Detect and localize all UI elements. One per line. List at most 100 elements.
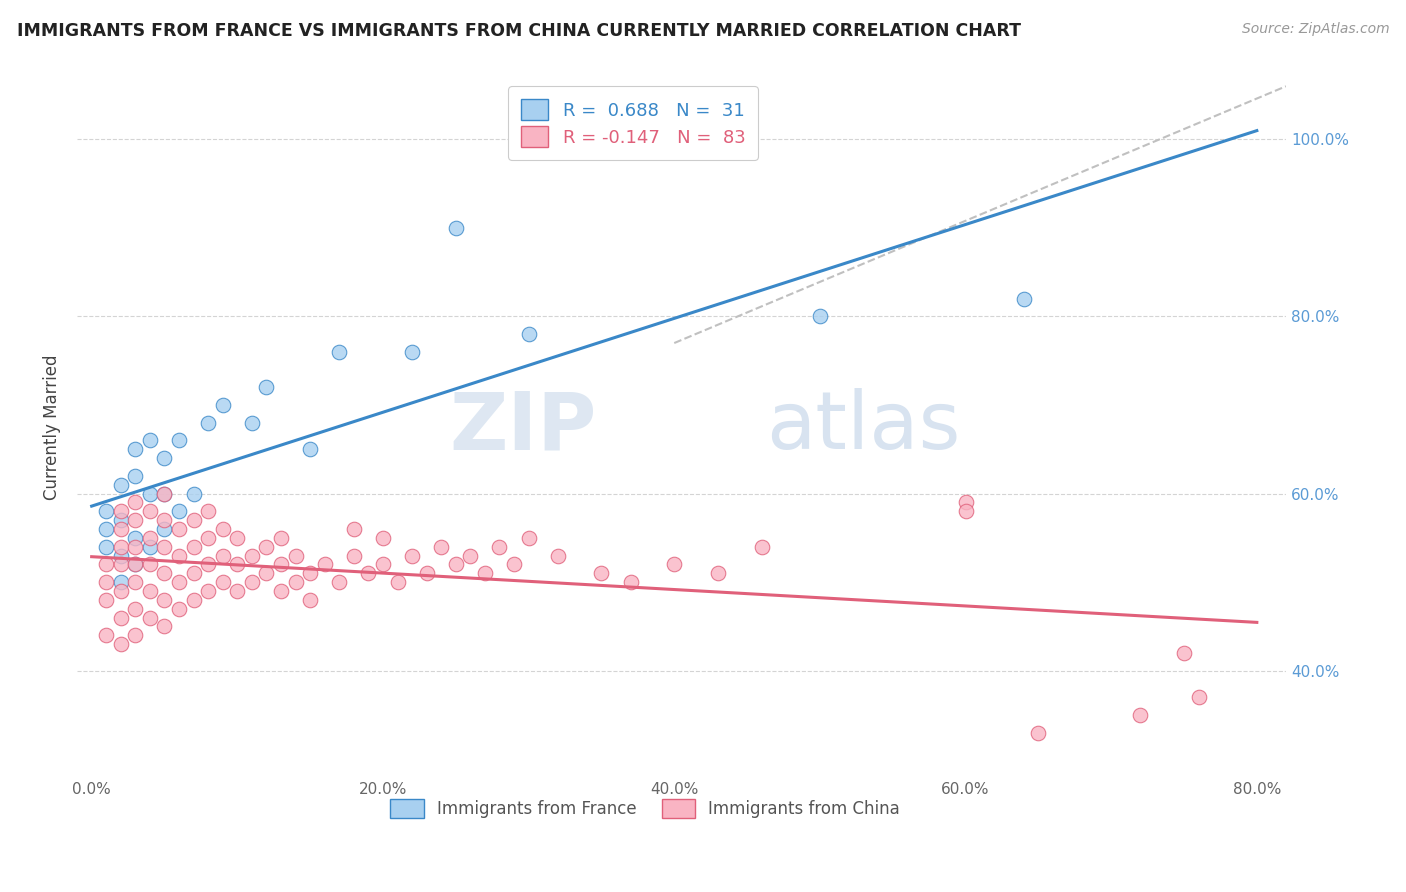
Point [124, 558, 146, 572]
Point [197, 583, 219, 598]
Point [153, 522, 176, 536]
Point [226, 531, 249, 545]
Point [153, 486, 176, 500]
Point [96, 558, 118, 572]
Point [1173, 646, 1195, 660]
Y-axis label: Currently Married: Currently Married [44, 354, 60, 500]
Point [707, 566, 730, 581]
Point [328, 345, 350, 359]
Point [357, 566, 380, 581]
Point [110, 575, 132, 590]
Point [139, 558, 162, 572]
Point [153, 619, 176, 633]
Point [96, 540, 118, 554]
Point [211, 522, 233, 536]
Point [211, 575, 233, 590]
Point [1028, 725, 1050, 739]
Point [808, 310, 831, 324]
Point [955, 495, 977, 509]
Point [124, 575, 146, 590]
Text: Source: ZipAtlas.com: Source: ZipAtlas.com [1241, 22, 1389, 37]
Point [124, 628, 146, 642]
Point [124, 531, 146, 545]
Point [401, 345, 423, 359]
Point [371, 531, 394, 545]
Point [591, 566, 613, 581]
Point [343, 549, 366, 563]
Point [284, 575, 307, 590]
Point [183, 486, 205, 500]
Legend: Immigrants from France, Immigrants from China: Immigrants from France, Immigrants from … [384, 792, 907, 824]
Point [503, 558, 526, 572]
Point [139, 434, 162, 448]
Text: ZIP: ZIP [450, 388, 598, 467]
Point [167, 575, 190, 590]
Point [139, 610, 162, 624]
Point [488, 540, 510, 554]
Point [444, 558, 467, 572]
Point [167, 504, 190, 518]
Point [415, 566, 437, 581]
Point [110, 558, 132, 572]
Point [474, 566, 496, 581]
Point [124, 540, 146, 554]
Point [254, 540, 277, 554]
Point [211, 549, 233, 563]
Point [153, 451, 176, 466]
Point [110, 549, 132, 563]
Point [96, 628, 118, 642]
Point [167, 434, 190, 448]
Point [124, 495, 146, 509]
Point [430, 540, 453, 554]
Point [96, 504, 118, 518]
Point [270, 531, 292, 545]
Point [110, 540, 132, 554]
Point [153, 486, 176, 500]
Point [284, 549, 307, 563]
Point [254, 566, 277, 581]
Point [751, 540, 773, 554]
Point [110, 477, 132, 491]
Point [401, 549, 423, 563]
Point [110, 637, 132, 651]
Point [299, 592, 322, 607]
Point [343, 522, 366, 536]
Point [167, 522, 190, 536]
Point [240, 575, 263, 590]
Point [110, 610, 132, 624]
Point [110, 504, 132, 518]
Point [167, 601, 190, 615]
Point [517, 327, 540, 342]
Point [139, 583, 162, 598]
Point [183, 540, 205, 554]
Point [1012, 292, 1035, 306]
Point [167, 549, 190, 563]
Point [110, 522, 132, 536]
Text: IMMIGRANTS FROM FRANCE VS IMMIGRANTS FROM CHINA CURRENTLY MARRIED CORRELATION CH: IMMIGRANTS FROM FRANCE VS IMMIGRANTS FRO… [17, 22, 1021, 40]
Point [197, 504, 219, 518]
Point [460, 549, 482, 563]
Point [110, 583, 132, 598]
Point [1187, 690, 1209, 705]
Point [96, 522, 118, 536]
Point [240, 549, 263, 563]
Point [387, 575, 409, 590]
Point [96, 592, 118, 607]
Point [197, 531, 219, 545]
Point [299, 566, 322, 581]
Point [226, 558, 249, 572]
Point [197, 558, 219, 572]
Point [183, 592, 205, 607]
Point [314, 558, 336, 572]
Point [254, 380, 277, 394]
Point [139, 540, 162, 554]
Point [211, 398, 233, 412]
Point [124, 513, 146, 527]
Point [139, 504, 162, 518]
Point [619, 575, 641, 590]
Point [955, 504, 977, 518]
Point [153, 566, 176, 581]
Point [153, 513, 176, 527]
Point [139, 531, 162, 545]
Point [153, 540, 176, 554]
